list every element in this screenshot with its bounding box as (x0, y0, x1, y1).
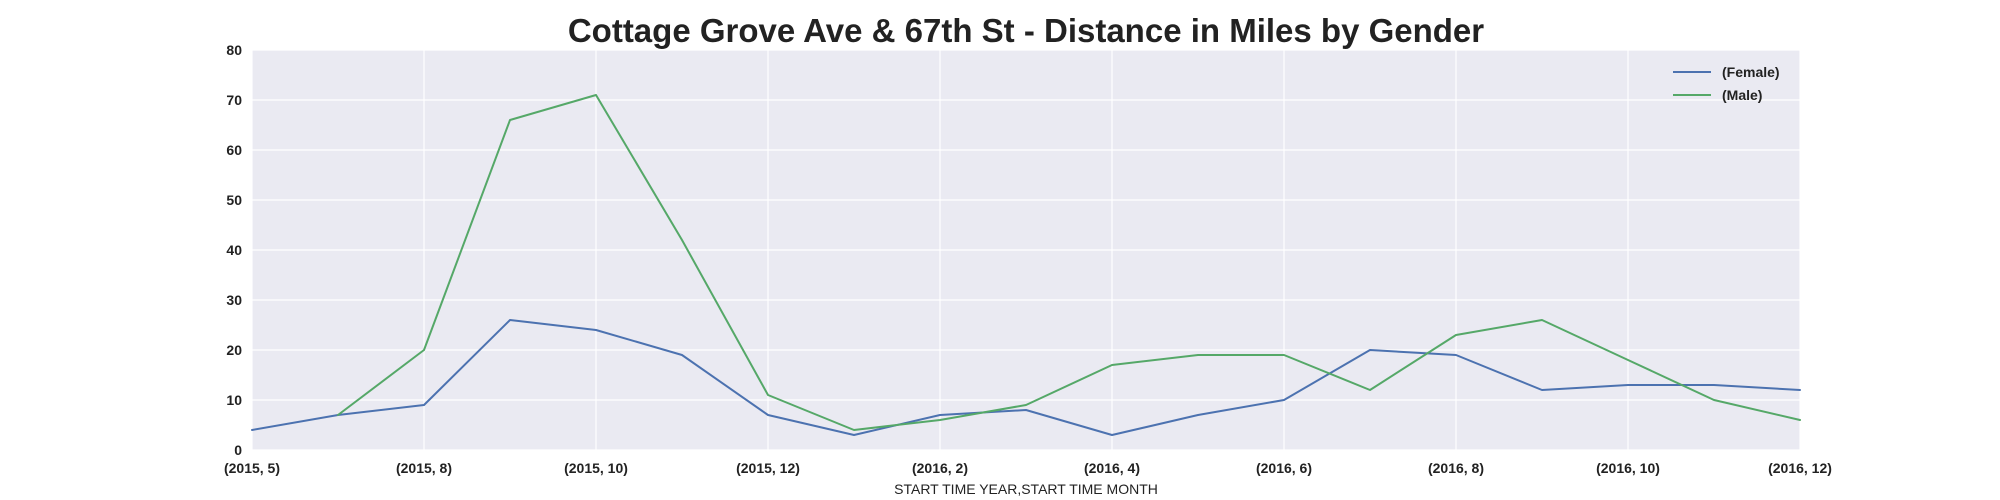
legend-label: (Male) (1722, 87, 1762, 103)
series-lines (251, 94, 1801, 436)
x-axis-label: START TIME YEAR,START TIME MONTH (894, 481, 1158, 497)
y-tick-label: 40 (226, 242, 242, 258)
y-tick-label: 30 (226, 292, 242, 308)
x-tick-label: (2016, 4) (1084, 460, 1140, 476)
legend-label: (Female) (1722, 64, 1780, 80)
series-line-0 (251, 319, 1801, 436)
x-tick-label: (2015, 8) (396, 460, 452, 476)
legend: (Female) (Male) (1673, 64, 1780, 103)
grid-lines (251, 49, 1801, 451)
y-tick-label: 60 (226, 142, 242, 158)
x-tick-label: (2016, 10) (1596, 460, 1660, 476)
y-tick-label: 50 (226, 192, 242, 208)
x-tick-label: (2016, 12) (1768, 460, 1832, 476)
x-tick-label: (2016, 8) (1428, 460, 1484, 476)
x-tick-label: (2015, 5) (224, 460, 280, 476)
x-tick-label: (2016, 2) (912, 460, 968, 476)
series-line-1 (337, 94, 1801, 431)
y-tick-label: 10 (226, 392, 242, 408)
x-axis-ticks: (2015, 5) (2015, 8) (2015, 10) (2015, 12) (2… (224, 460, 1832, 476)
y-tick-label: 80 (226, 42, 242, 58)
x-tick-label: (2016, 6) (1256, 460, 1312, 476)
y-axis-ticks: 0 10 20 30 40 50 60 70 80 (226, 42, 242, 458)
y-tick-label: 0 (234, 442, 242, 458)
x-tick-label: (2015, 12) (736, 460, 800, 476)
x-tick-label: (2015, 10) (564, 460, 628, 476)
chart-title: Cottage Grove Ave & 67th St - Distance i… (568, 12, 1484, 49)
y-tick-label: 20 (226, 342, 242, 358)
y-tick-label: 70 (226, 92, 242, 108)
